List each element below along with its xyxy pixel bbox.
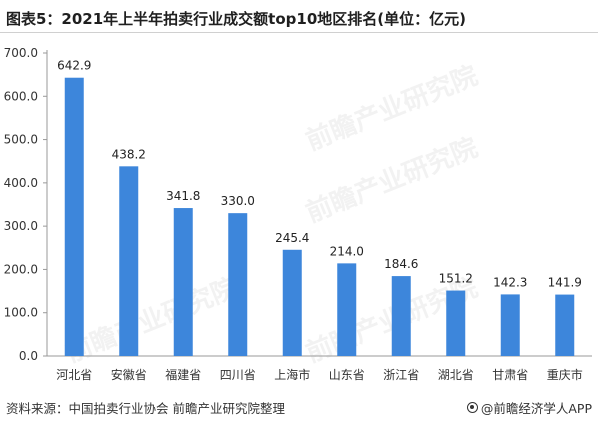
bar-value-label: 214.0	[330, 244, 364, 258]
bar	[119, 166, 139, 356]
y-tick-label: 700.0	[4, 46, 38, 60]
bar-value-label: 141.9	[548, 276, 582, 290]
brand-credit: @前瞻经济学人APP	[466, 398, 592, 417]
y-tick-label: 600.0	[4, 89, 38, 103]
x-tick-label: 山东省	[329, 368, 365, 382]
x-tick-label: 四川省	[220, 368, 256, 382]
x-tick-label: 河北省	[56, 368, 92, 382]
bar	[555, 294, 575, 356]
bar-value-label: 642.9	[57, 59, 91, 73]
bar-value-label: 330.0	[221, 194, 255, 208]
y-tick-label: 400.0	[4, 176, 38, 190]
bar	[500, 294, 520, 356]
title-divider	[0, 32, 598, 33]
qianzhan-logo-icon	[466, 402, 478, 413]
x-tick-label: 湖北省	[438, 367, 474, 382]
bar	[173, 208, 193, 356]
y-tick-label: 200.0	[4, 262, 38, 276]
bar	[337, 263, 357, 356]
chart-title: 图表5：2021年上半年拍卖行业成交额top10地区排名(单位：亿元)	[6, 10, 466, 28]
bar	[228, 213, 248, 356]
bar-value-label: 341.8	[166, 189, 200, 203]
bar	[391, 276, 411, 356]
x-tick-label: 重庆市	[547, 367, 583, 382]
bar-value-label: 142.3	[493, 275, 527, 289]
x-tick-label: 安徽省	[111, 367, 147, 382]
x-tick-label: 上海市	[274, 367, 310, 382]
source-note: 资料来源：中国拍卖行业协会 前瞻产业研究院整理	[6, 401, 285, 416]
y-tick-label: 500.0	[4, 133, 38, 147]
y-tick-label: 100.0	[4, 306, 38, 320]
bar-value-label: 184.6	[384, 257, 418, 271]
bar	[64, 77, 84, 357]
bar-value-label: 438.2	[112, 147, 146, 161]
x-tick-label: 福建省	[165, 367, 201, 382]
x-tick-label: 浙江省	[383, 368, 419, 382]
y-tick-label: 300.0	[4, 219, 38, 233]
bar	[282, 249, 302, 356]
bar-value-label: 245.4	[275, 231, 309, 245]
bar	[446, 290, 466, 356]
brand-text: @前瞻经济学人APP	[480, 401, 592, 416]
y-tick-label: 0.0	[19, 349, 38, 363]
bar-value-label: 151.2	[439, 272, 473, 286]
x-tick-label: 甘肃省	[492, 368, 528, 382]
